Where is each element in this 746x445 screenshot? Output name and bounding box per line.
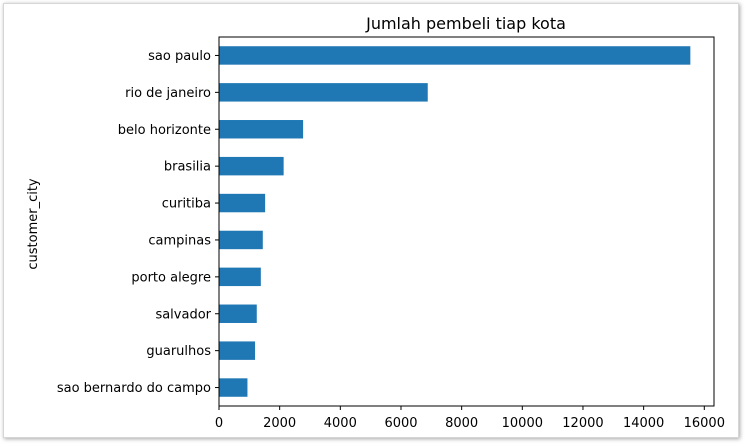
y-axis-label: customer_city (26, 178, 41, 270)
y-tick-label: sao bernardo do campo (57, 381, 211, 396)
x-ticks-layer: 0 2000 4000 6000 8000 10000 12000 14000 16000 (215, 406, 725, 431)
bar-sao-paulo (219, 46, 691, 65)
y-tick-label: salvador (155, 307, 211, 322)
x-tick-label: 10000 (502, 416, 543, 431)
x-tick-label: 0 (215, 416, 223, 431)
bar-brasilia (219, 156, 284, 176)
y-ticks-layer: sao paulo rio de janeiro belo horizonte bra… (57, 49, 219, 396)
chart-title: Jumlah pembeli tiap kota (365, 14, 566, 33)
y-tick-label: guarulhos (146, 344, 211, 359)
y-tick-label: curitiba (162, 197, 211, 212)
y-tick-label: sao paulo (148, 49, 211, 64)
bar-porto-alegre (219, 267, 261, 287)
y-tick-label: rio de janeiro (125, 86, 211, 101)
bars-layer (219, 46, 691, 397)
bar-sao-bernardo-do-campo (219, 378, 248, 397)
bar-rio-de-janeiro (219, 83, 428, 102)
x-tick-label: 8000 (445, 416, 478, 431)
x-tick-label: 4000 (324, 416, 357, 431)
y-tick-label: belo horizonte (118, 123, 211, 138)
x-tick-label: 2000 (263, 416, 296, 431)
plot-area-border (218, 36, 715, 407)
bar-salvador (219, 304, 257, 323)
x-tick-label: 6000 (384, 416, 417, 431)
y-tick-label: campinas (148, 233, 211, 248)
y-tick-label: brasilia (164, 160, 211, 175)
chart-frame (3, 3, 739, 438)
x-tick-label: 12000 (562, 416, 603, 431)
x-tick-label: 14000 (623, 416, 664, 431)
bar-curitiba (219, 193, 266, 213)
y-tick-label: porto alegre (131, 270, 211, 285)
bar-guarulhos (219, 341, 256, 360)
x-tick-label: 16000 (684, 416, 725, 431)
bar-belo-horizonte (219, 120, 304, 139)
bar-campinas (219, 230, 263, 250)
